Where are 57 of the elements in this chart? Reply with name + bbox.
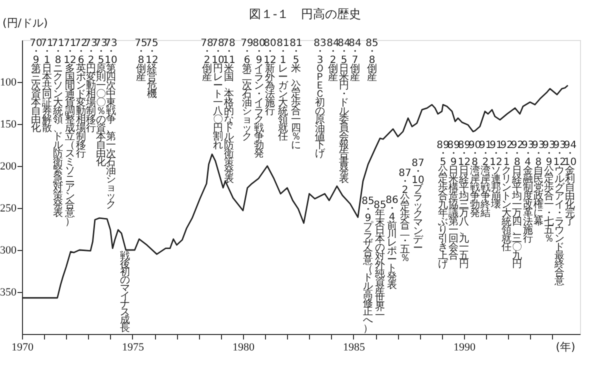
y-tick-label: 300 (0, 244, 17, 256)
text: 原則一〇〇％の資本自由化 (96, 64, 106, 168)
x-tick-label: 1970 (12, 342, 34, 354)
annotation: ソ連邦崩壊 (490, 166, 501, 210)
text: 第二次石油ショック (242, 64, 252, 142)
annotation: 自民党政権に幕 (533, 164, 544, 228)
y-tick-label: 100 (0, 76, 17, 88)
y-tick-label: 200 (0, 160, 17, 172)
text: 戦後初のマイナス成長 (120, 251, 130, 334)
text: 金融制度改革法施行 (522, 166, 533, 244)
annotation: 日本共同証券解散 (42, 64, 52, 134)
annotation: 倒産 (136, 64, 146, 83)
text: ウルグアイ・ラウンド最終合意 (554, 166, 565, 287)
text: 米、公定歩合一四％に (291, 64, 301, 151)
text: ＯＰＥＣ初の原油値下げ (315, 64, 325, 160)
text: 日経平均一万四、三〇九円 (512, 166, 522, 270)
annotation: 71・8 (52, 38, 64, 66)
annotation: 81・1 (276, 38, 290, 66)
annotation: 91・12 (490, 140, 502, 168)
y-tick-label: 150 (0, 118, 17, 130)
y-tick-label: 350 (0, 286, 17, 298)
annotation: 経営危機 (146, 64, 157, 100)
annotation: 湾岸戦争勃発 (470, 164, 480, 219)
text: ニクソン大統領、ドル防衛緊急対策発表 (53, 64, 63, 219)
text: 公定歩合一・七五％ (544, 166, 554, 244)
annotation: 倒産 (328, 64, 338, 83)
text: 多国間通貨調整成立（スミソニアン合意） (65, 64, 75, 228)
x-tick-label: 1980 (232, 342, 255, 354)
text: 英ポンド変動相場制移行 (76, 64, 86, 160)
x-tick-label: 1990 (453, 342, 476, 354)
chart-title: 図１-１ 円高の歴史 (248, 7, 362, 21)
annotation: ブラックマンデー (413, 182, 424, 254)
annotation: 公定歩合二・五％ (400, 192, 410, 264)
annotation: 円変動相場制移行 (85, 64, 96, 134)
annotation: 第三次資本自由化 (31, 62, 41, 134)
text: 公定歩合九年ぶり引き上げ (438, 166, 448, 270)
annotation: 80・9 (252, 38, 266, 66)
text: イラン・イラク戦争勃発 (254, 64, 264, 160)
text: 第四次中東戦争、第一次石油ショック (106, 64, 116, 210)
x-axis-title: (年) (556, 340, 576, 354)
text: クリントン大統領就任 (502, 166, 512, 253)
x-tick-label: 1985 (342, 342, 366, 354)
annotation: 倒産 (350, 64, 360, 83)
text: レーガン大統領就任 (278, 64, 288, 142)
text: 日米構造協議第一回会合 (448, 166, 459, 262)
annotation: 倒産 (202, 64, 212, 83)
text: 日米円・ドル委員会報告書発表 (339, 64, 349, 185)
annotation: 倒産 (367, 64, 377, 83)
text: 円レート一八〇円割れ (213, 64, 223, 151)
annotation: 前川レポート発表 (387, 220, 397, 291)
text: 日経平均三万八、九一五円 (459, 166, 470, 270)
annotation: 金利自由化完了 (565, 164, 576, 228)
y-axis-title: (円/ドル) (2, 16, 48, 30)
y-tick-label: 250 (0, 202, 17, 214)
x-tick-label: 1975 (122, 342, 144, 354)
annotation: 83・3 (314, 38, 326, 66)
text: 日本の対外純資産世界一 (375, 226, 385, 322)
